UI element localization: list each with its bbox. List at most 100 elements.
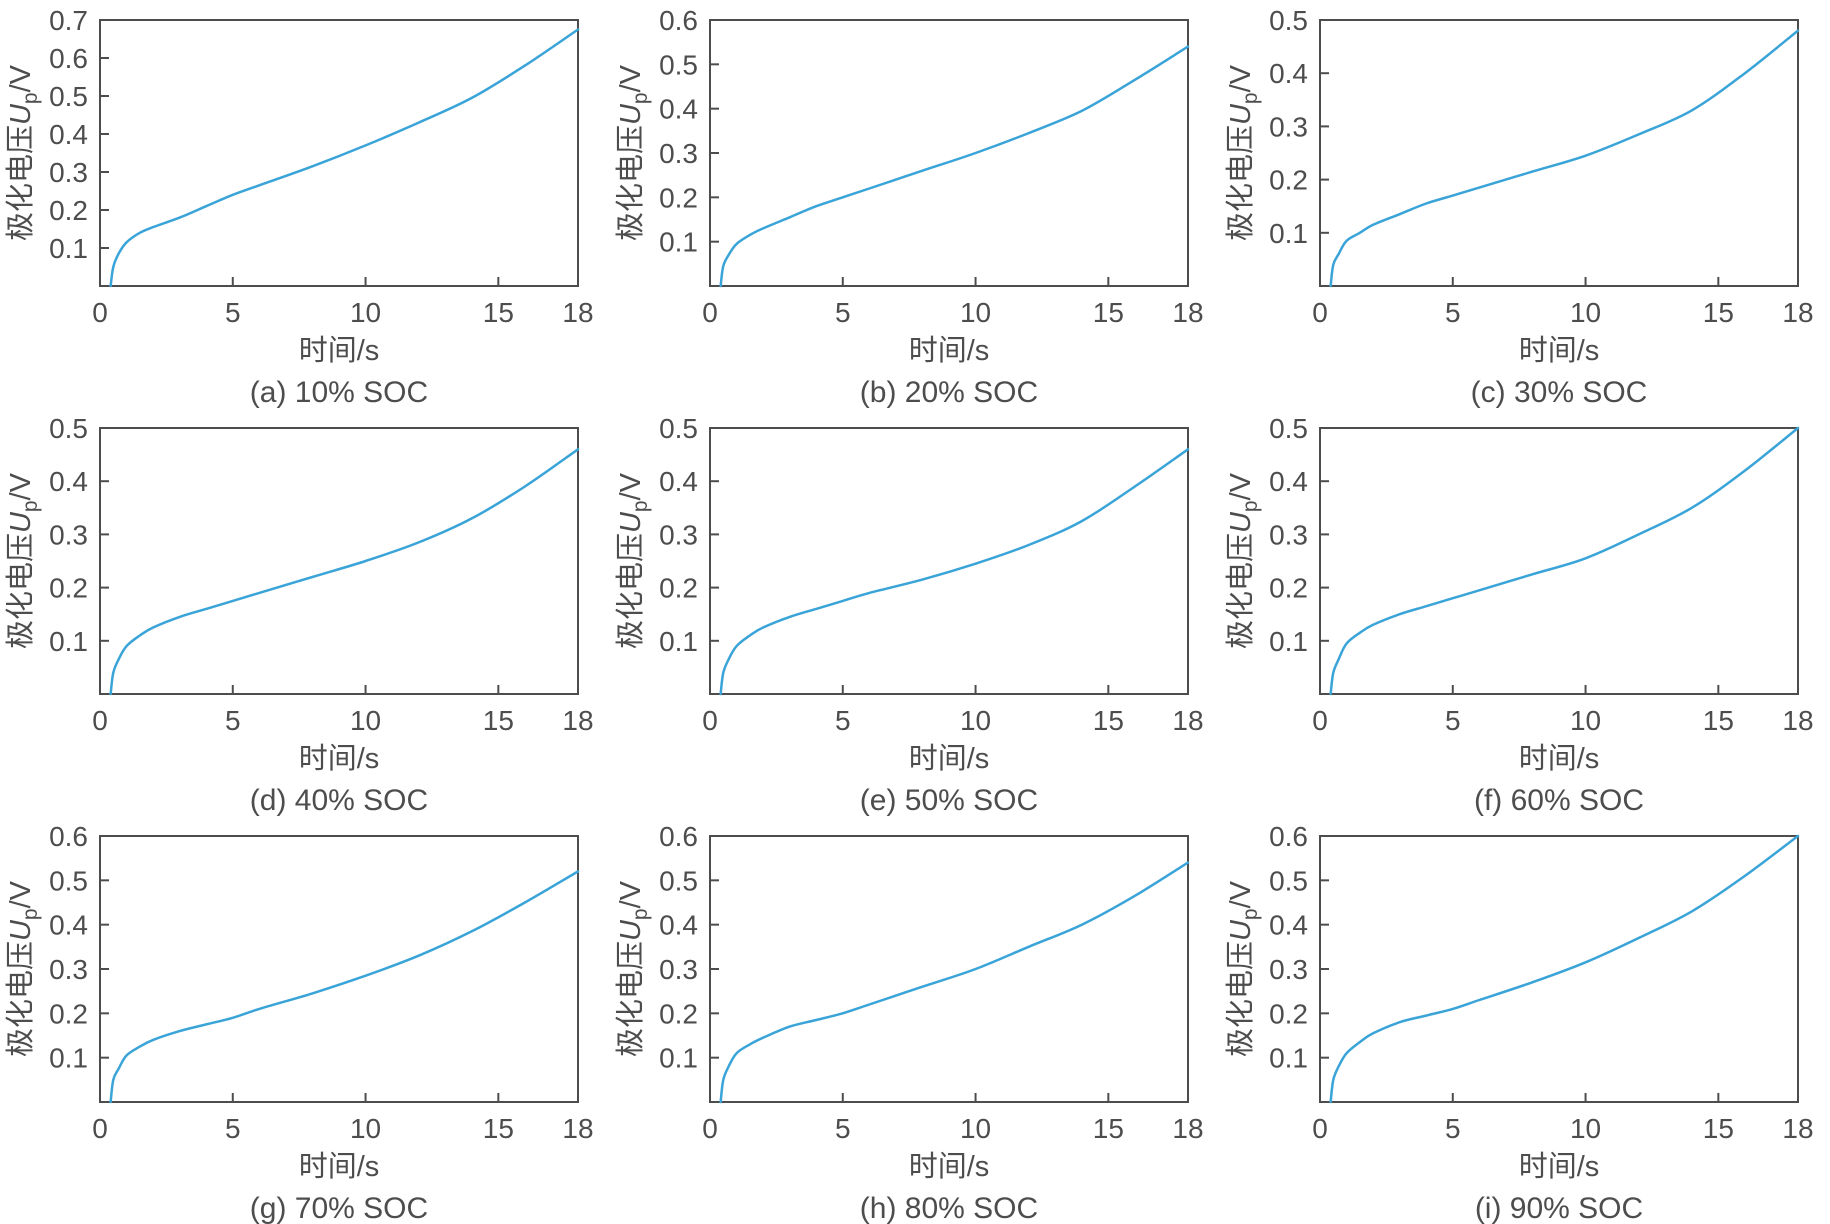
- x-tick-label: 0: [702, 1113, 718, 1144]
- y-tick-label: 0.3: [49, 519, 88, 550]
- y-tick-label: 0.4: [659, 910, 698, 941]
- y-tick-label: 0.4: [49, 466, 88, 497]
- x-axis-label: 时间/s: [1519, 742, 1600, 775]
- y-tick-label: 0.1: [1269, 626, 1308, 657]
- y-tick-label: 0.3: [49, 954, 88, 985]
- y-axis-label: 极化电压Up/V: [614, 472, 652, 649]
- y-tick-label: 0.1: [659, 626, 698, 657]
- y-tick-label: 0.5: [1269, 865, 1308, 896]
- y-tick-label: 0.2: [659, 573, 698, 604]
- curve-line: [109, 448, 580, 696]
- y-tick-label: 0.5: [49, 865, 88, 896]
- subplot-a: 0 5 10 15 18 0.1 0.2 0.3 0.4 0.5 0.6 0.7 极化电压Up/V 时间/…: [0, 0, 610, 408]
- x-tick-label: 15: [1093, 705, 1124, 736]
- x-tick-label: 10: [1570, 705, 1601, 736]
- axis-box: [99, 19, 579, 287]
- y-tick-label: 0.2: [659, 998, 698, 1029]
- subplot-c: 0 5 10 15 18 0.1 0.2 0.3 0.4 0.5 极化电压Up/V 时间/s (c) 3…: [1220, 0, 1830, 408]
- x-tick-label: 18: [562, 1113, 593, 1144]
- y-tick-label: 0.6: [1269, 821, 1308, 852]
- x-axis-label: 时间/s: [909, 334, 990, 367]
- x-tick-label: 10: [1570, 1113, 1601, 1144]
- y-tick-label: 0.1: [1269, 1043, 1308, 1074]
- x-tick-label: 15: [483, 705, 514, 736]
- x-tick-label: 0: [92, 705, 108, 736]
- x-tick-label: 0: [702, 705, 718, 736]
- y-tick-label: 0.3: [1269, 519, 1308, 550]
- y-tick-label: 0.4: [49, 119, 88, 150]
- x-tick-label: 18: [562, 705, 593, 736]
- axis-box: [99, 835, 579, 1103]
- x-tick-label: 5: [1445, 297, 1461, 328]
- x-tick-label: 18: [1172, 1113, 1203, 1144]
- y-tick-label: 0.2: [1269, 165, 1308, 196]
- x-tick-label: 15: [1703, 1113, 1734, 1144]
- x-axis-label: 时间/s: [909, 1150, 990, 1183]
- x-tick-label: 15: [1703, 297, 1734, 328]
- y-tick-label: 0.3: [659, 519, 698, 550]
- y-tick-label: 0.4: [659, 94, 698, 125]
- x-tick-label: 5: [225, 297, 241, 328]
- curve-line: [719, 448, 1190, 696]
- axis-box: [1319, 427, 1799, 695]
- curve-line: [719, 861, 1190, 1104]
- x-tick-label: 5: [835, 1113, 851, 1144]
- y-tick-label: 0.4: [1269, 466, 1308, 497]
- y-tick-label: 0.5: [49, 413, 88, 444]
- subplot-caption: (e) 50% SOC: [860, 784, 1038, 816]
- x-tick-label: 0: [92, 1113, 108, 1144]
- subplot-e: 0 5 10 15 18 0.1 0.2 0.3 0.4 0.5 极化电压Up/V 时间/s (e) 5…: [610, 408, 1220, 816]
- y-tick-label: 0.5: [659, 413, 698, 444]
- y-tick-label: 0.1: [49, 233, 88, 264]
- y-tick-label: 0.5: [1269, 413, 1308, 444]
- subplot-caption: (g) 70% SOC: [250, 1192, 428, 1224]
- x-axis-label: 时间/s: [299, 1150, 380, 1183]
- subplot-caption: (d) 40% SOC: [250, 784, 428, 816]
- x-tick-label: 18: [1172, 297, 1203, 328]
- x-axis-label: 时间/s: [299, 742, 380, 775]
- x-tick-label: 0: [1312, 705, 1328, 736]
- x-axis-label: 时间/s: [299, 334, 380, 367]
- subplot-h: 0 5 10 15 18 0.1 0.2 0.3 0.4 0.5 0.6 极化电压Up/V 时间/s (h…: [610, 816, 1220, 1224]
- x-tick-label: 10: [960, 705, 991, 736]
- subplot-i: 0 5 10 15 18 0.1 0.2 0.3 0.4 0.5 0.6 极化电压Up/V 时间/s (i…: [1220, 816, 1830, 1224]
- y-tick-label: 0.5: [49, 81, 88, 112]
- y-tick-label: 0.2: [49, 998, 88, 1029]
- x-tick-label: 0: [1312, 1113, 1328, 1144]
- y-tick-label: 0.2: [49, 573, 88, 604]
- y-axis-label: 极化电压Up/V: [614, 880, 652, 1057]
- y-tick-label: 0.4: [1269, 910, 1308, 941]
- x-tick-label: 10: [350, 705, 381, 736]
- y-tick-label: 0.3: [659, 954, 698, 985]
- curve-line: [719, 45, 1190, 288]
- x-tick-label: 5: [1445, 1113, 1461, 1144]
- y-tick-label: 0.6: [659, 821, 698, 852]
- y-tick-label: 0.1: [49, 1043, 88, 1074]
- y-tick-label: 0.2: [1269, 998, 1308, 1029]
- subplot-caption: (a) 10% SOC: [250, 376, 428, 408]
- y-tick-label: 0.4: [49, 910, 88, 941]
- curve-line: [1329, 29, 1800, 288]
- x-tick-label: 15: [1093, 297, 1124, 328]
- axis-box: [99, 427, 579, 695]
- y-tick-label: 0.3: [1269, 954, 1308, 985]
- curve-line: [109, 28, 580, 288]
- x-tick-label: 10: [1570, 297, 1601, 328]
- x-tick-label: 18: [562, 297, 593, 328]
- x-tick-label: 5: [835, 297, 851, 328]
- subplot-caption: (h) 80% SOC: [860, 1192, 1038, 1224]
- y-axis-label: 极化电压Up/V: [1224, 64, 1262, 241]
- x-tick-label: 15: [1093, 1113, 1124, 1144]
- x-tick-label: 0: [92, 297, 108, 328]
- axis-box: [1319, 19, 1799, 287]
- x-tick-label: 10: [350, 297, 381, 328]
- x-tick-label: 5: [1445, 705, 1461, 736]
- y-tick-label: 0.1: [659, 1043, 698, 1074]
- y-tick-label: 0.2: [659, 182, 698, 213]
- subplot-b: 0 5 10 15 18 0.1 0.2 0.3 0.4 0.5 0.6 极化电压Up/V 时间/s (b…: [610, 0, 1220, 408]
- y-tick-label: 0.3: [659, 138, 698, 169]
